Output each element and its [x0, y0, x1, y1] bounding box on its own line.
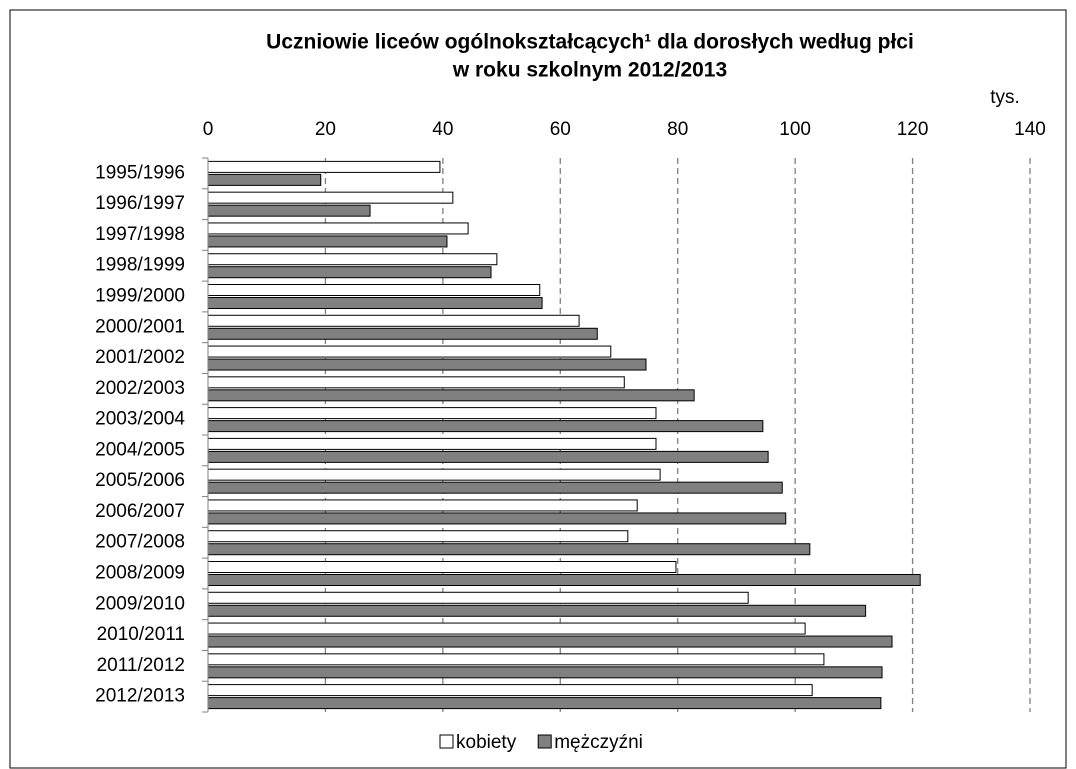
x-tick-label: 100	[779, 119, 811, 140]
x-tick-label: 60	[550, 119, 571, 140]
bar	[207, 284, 541, 296]
bar	[207, 499, 638, 512]
legend-swatch	[537, 734, 552, 749]
y-tick-label: 2001/2002	[95, 347, 185, 368]
bar	[207, 697, 882, 710]
y-tick-label: 2002/2003	[95, 378, 185, 399]
bar	[207, 222, 469, 235]
bar	[207, 314, 580, 327]
bar	[207, 512, 787, 525]
bar	[207, 376, 625, 389]
x-tick-label: 0	[203, 119, 214, 140]
y-tick-label: 2005/2006	[95, 470, 185, 491]
y-tick-label: 1997/1998	[95, 224, 185, 245]
bar	[207, 204, 371, 217]
chart-title: w roku szkolnym 2012/2013	[452, 59, 727, 82]
bar	[207, 622, 806, 635]
legend-swatch	[439, 734, 454, 749]
y-tick-label: 2006/2007	[95, 501, 185, 522]
x-tick-label: 120	[897, 119, 929, 140]
bar	[207, 297, 543, 309]
bar	[207, 191, 454, 204]
bar	[207, 407, 657, 420]
bar	[207, 253, 498, 266]
bar	[207, 591, 749, 604]
y-tick-label: 1999/2000	[95, 286, 185, 307]
bar	[207, 450, 769, 463]
y-tick-label: 2011/2012	[97, 655, 185, 676]
y-tick-label: 2012/2013	[95, 686, 185, 707]
legend-label: kobiety	[456, 732, 517, 753]
bar	[207, 574, 921, 586]
bar	[207, 684, 813, 697]
y-tick-label: 2004/2005	[95, 439, 185, 460]
bar	[207, 666, 883, 679]
bar	[207, 543, 811, 556]
bar	[207, 604, 867, 617]
bar	[207, 235, 448, 248]
legend-label: mężczyźni	[554, 732, 643, 753]
bar	[207, 327, 598, 340]
x-tick-label: 140	[1014, 119, 1046, 140]
y-tick-label: 1998/1999	[95, 255, 185, 276]
y-tick-label: 1996/1997	[95, 193, 185, 214]
bar	[207, 530, 629, 543]
bar	[207, 389, 695, 402]
bar	[207, 345, 612, 358]
bar	[207, 160, 441, 173]
bar	[207, 437, 657, 450]
bar	[207, 653, 825, 666]
bar	[207, 420, 764, 433]
bar	[207, 635, 893, 648]
bar	[207, 173, 322, 186]
x-tick-label: 40	[432, 119, 453, 140]
x-tick-label: 80	[667, 119, 688, 140]
bar	[207, 561, 677, 573]
bar	[207, 481, 783, 494]
y-tick-label: 2009/2010	[95, 593, 185, 614]
chart-title: Uczniowie liceów ogólnokształcących¹ dla…	[266, 31, 914, 54]
x-tick-label: 20	[315, 119, 336, 140]
y-tick-label: 2010/2011	[97, 624, 185, 645]
y-tick-label: 1995/1996	[95, 162, 185, 183]
bar	[207, 266, 492, 279]
unit-label: tys.	[990, 87, 1020, 108]
bar	[207, 468, 661, 481]
bar	[207, 358, 647, 371]
y-tick-label: 2003/2004	[95, 409, 185, 430]
y-tick-label: 2007/2008	[95, 532, 185, 553]
y-tick-label: 2000/2001	[95, 316, 185, 337]
y-tick-label: 2008/2009	[95, 563, 185, 584]
